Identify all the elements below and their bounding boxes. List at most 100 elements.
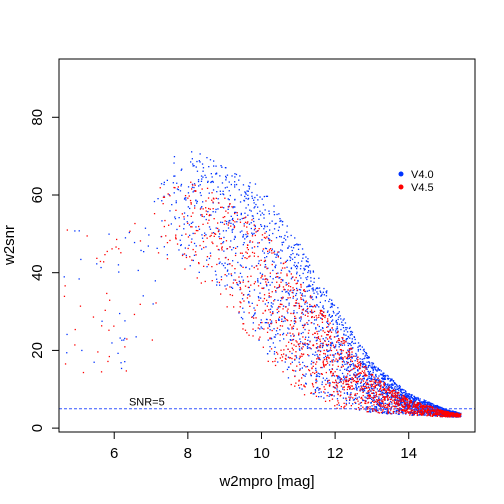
data-point [397, 413, 399, 415]
data-point [316, 304, 318, 306]
data-point [389, 392, 391, 394]
data-point [346, 361, 348, 363]
data-point [367, 386, 369, 388]
data-point [371, 405, 373, 407]
data-point [394, 392, 396, 394]
data-point [404, 406, 406, 408]
data-point [349, 354, 351, 356]
data-point [453, 414, 456, 417]
data-point [404, 390, 407, 392]
data-point [293, 322, 296, 325]
data-point [269, 350, 271, 352]
data-point [320, 366, 322, 369]
data-point [175, 237, 177, 240]
data-point [262, 204, 265, 206]
data-point [280, 269, 283, 271]
data-point [195, 229, 197, 232]
data-point [447, 410, 449, 412]
data-point [290, 383, 292, 386]
data-point [435, 406, 437, 408]
data-point [326, 345, 329, 347]
data-point [380, 381, 382, 383]
data-point [398, 409, 400, 411]
data-point [239, 286, 241, 289]
data-point [282, 280, 284, 282]
data-point [269, 222, 271, 224]
data-point [220, 237, 222, 240]
data-point [229, 203, 231, 205]
data-point [329, 335, 332, 337]
data-point [370, 378, 372, 380]
data-point [377, 390, 379, 392]
data-point [315, 327, 317, 329]
data-point [300, 265, 302, 267]
data-point [368, 371, 370, 374]
data-point [218, 236, 220, 238]
data-point [216, 278, 218, 280]
data-point [409, 412, 411, 414]
data-point [280, 281, 282, 283]
data-point [368, 411, 370, 413]
data-point [287, 319, 289, 322]
data-point [289, 324, 291, 326]
data-point [391, 397, 393, 399]
data-point [413, 402, 415, 404]
data-point [219, 175, 221, 177]
data-point [323, 366, 325, 368]
data-point [371, 380, 373, 382]
data-point [443, 413, 445, 415]
data-point [444, 415, 446, 418]
data-point [352, 362, 354, 365]
data-point [377, 368, 379, 371]
data-point [272, 232, 274, 235]
data-point [375, 380, 377, 382]
data-point [217, 227, 219, 230]
data-point [441, 406, 443, 409]
data-point [280, 297, 283, 299]
data-point [375, 406, 378, 409]
data-point [226, 174, 229, 176]
data-point [411, 405, 413, 407]
data-point [362, 353, 364, 355]
data-point [242, 234, 245, 236]
data-point [294, 315, 296, 318]
data-point [336, 398, 339, 400]
data-point [394, 390, 396, 392]
data-point [201, 234, 203, 236]
data-point [343, 386, 345, 388]
data-point [319, 338, 321, 340]
data-point [267, 322, 269, 324]
data-point [206, 187, 209, 189]
data-point [306, 343, 308, 345]
data-point [239, 175, 241, 177]
data-point [215, 274, 217, 276]
data-point [291, 249, 293, 252]
data-point [346, 393, 349, 395]
data-point [290, 363, 292, 365]
data-point [304, 295, 306, 297]
data-point [372, 371, 374, 374]
data-point [413, 397, 415, 400]
data-point [360, 401, 363, 404]
data-point [316, 361, 318, 363]
data-point [195, 190, 197, 192]
data-point [327, 310, 329, 312]
data-point [278, 213, 280, 215]
data-point [271, 252, 273, 254]
data-point [330, 372, 332, 374]
data-point [358, 403, 360, 405]
data-point [278, 285, 281, 287]
data-point [350, 360, 352, 363]
data-point [312, 284, 314, 286]
data-point [298, 345, 301, 348]
data-point [337, 330, 339, 333]
data-point [343, 376, 345, 378]
data-point [234, 254, 237, 257]
data-point [278, 226, 280, 228]
data-point [223, 207, 225, 209]
data-point [296, 289, 299, 291]
data-point [413, 411, 415, 413]
data-point [290, 278, 293, 280]
data-point [368, 361, 370, 363]
data-point [319, 354, 321, 356]
